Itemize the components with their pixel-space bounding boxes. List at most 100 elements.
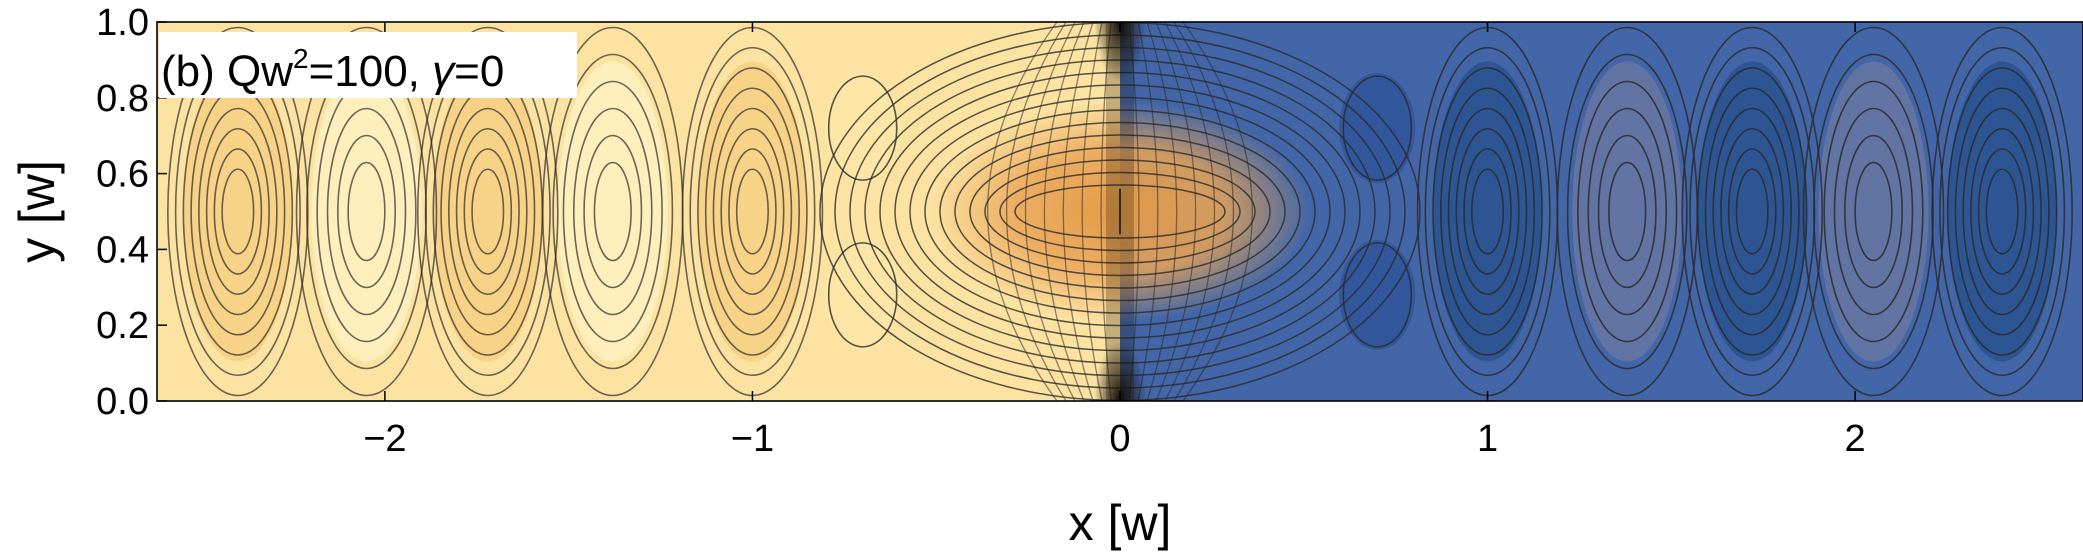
singular-point: [1094, 341, 1146, 401]
saddle-lobe-shade: [824, 239, 901, 350]
saddle-lobe-shade: [1339, 239, 1416, 350]
center-contour: [939, 121, 1301, 302]
annotation-prefix: (b) Qw: [161, 47, 293, 96]
contour-loop: [1946, 67, 2058, 356]
contour-loop: [1735, 168, 1769, 255]
contour-loop: [1440, 87, 1536, 336]
contour-loop: [337, 134, 396, 289]
contour-loop: [455, 127, 520, 296]
contour-loop: [1962, 107, 2042, 316]
singular-points: [1094, 22, 1146, 401]
contour-loop: [463, 148, 513, 275]
x-tick-label: 0: [1109, 418, 1130, 460]
near-singularity-contour: [1081, 22, 1103, 401]
near-singularity-contour: [1137, 22, 1159, 401]
center-contour: [909, 96, 1331, 327]
contour-loop: [1931, 26, 2073, 397]
contour-loop: [1566, 53, 1688, 370]
contour-loop: [221, 168, 255, 255]
contour-loop: [720, 127, 785, 296]
contour-loop: [689, 46, 816, 377]
x-axis-label: x [w]: [1069, 495, 1172, 551]
contour-loop: [712, 107, 793, 316]
near-singularity-contour: [1173, 22, 1234, 401]
y-tick-label: 0.4: [96, 229, 149, 271]
saddle-lobe-contour: [1342, 75, 1413, 181]
contour-loop: [448, 107, 528, 316]
y-tick-label: 0.0: [96, 381, 149, 423]
contour-loop: [1833, 107, 1914, 316]
panel-annotation-background: [159, 32, 577, 98]
contour-loop: [1727, 148, 1777, 275]
contour-loop: [1970, 127, 2035, 296]
contour-loop: [1577, 80, 1678, 343]
near-singularity-contour: [1146, 22, 1178, 401]
contour-loop: [417, 26, 559, 397]
contour-loop: [1720, 127, 1785, 296]
contour-loop: [1977, 148, 2027, 275]
contour-loop: [1608, 161, 1647, 262]
contour-loop: [213, 148, 263, 275]
annotation-symbol: γ: [432, 47, 457, 96]
contour-loop: [704, 87, 800, 336]
near-singularity-contour: [987, 22, 1058, 401]
near-singularity-contour: [1043, 22, 1085, 401]
contour-loop: [1424, 46, 1551, 377]
contour-loop: [728, 148, 777, 275]
center-contour: [969, 146, 1271, 277]
contour-loop: [1681, 26, 1823, 397]
center-contour: [954, 134, 1286, 289]
contour-loop: [1985, 168, 2019, 255]
contour-loop: [1854, 161, 1893, 262]
singular-line-shadow: [1106, 22, 1134, 401]
contour-loop: [1447, 107, 1528, 316]
contour-loop: [572, 107, 653, 316]
contour-lines: [167, 22, 2073, 401]
panel-annotation: (b) Qw2=100, γ=0: [159, 32, 577, 98]
contour-loop: [1471, 168, 1505, 255]
center-contour: [924, 109, 1316, 314]
saddle-lobe-contour: [827, 75, 898, 181]
y-tick-label: 1.0: [96, 2, 149, 44]
contour-loop: [697, 67, 808, 356]
x-tick-label: 2: [1845, 418, 1866, 460]
contour-loop: [1463, 148, 1512, 275]
contour-loop: [471, 168, 505, 255]
contour-loop: [205, 127, 270, 296]
near-singularity-contour: [1182, 22, 1253, 401]
contour-loop: [347, 161, 386, 262]
y-axis-ticks: 0.0 0.2 0.4 0.6 0.8 1.0: [96, 2, 167, 423]
x-tick-label: 1: [1477, 418, 1498, 460]
contour-loop: [1712, 107, 1792, 316]
contour-loop: [167, 26, 309, 397]
contour-loop: [1455, 127, 1520, 296]
center-contour: [999, 171, 1241, 252]
saddle-lobe-shade: [824, 73, 901, 184]
saddle-lobe-contour: [827, 242, 898, 348]
y-tick-label: 0.8: [96, 78, 149, 120]
singular-point: [1094, 22, 1146, 82]
contour-loop: [1704, 87, 1800, 336]
saddle-lobe-contour: [1342, 242, 1413, 348]
near-singularity-contour: [1164, 22, 1216, 401]
contour-loop: [593, 161, 632, 262]
annotation-superscript: 2: [293, 43, 309, 74]
y-tick-label: 0.2: [96, 305, 149, 347]
contour-loop: [1844, 134, 1903, 289]
contour-loop: [326, 107, 407, 316]
center-contour: [894, 84, 1346, 339]
x-axis-ticks: −2 −1 0 1 2: [363, 22, 1866, 460]
y-tick-label: 0.6: [96, 154, 149, 196]
contour-loop: [295, 26, 438, 397]
contour-loop: [198, 107, 278, 316]
near-singularity-contour: [1006, 22, 1067, 401]
contour-loop: [1813, 53, 1934, 370]
contour-loop: [1587, 107, 1668, 316]
x-tick-label: −1: [731, 418, 774, 460]
contour-loop: [1597, 134, 1657, 289]
saddle-lobe-shade: [1339, 73, 1416, 184]
panel-annotation-text: (b) Qw2=100, γ=0: [161, 43, 504, 96]
contour-loop: [1696, 67, 1808, 356]
annotation-suffix: =0: [454, 47, 504, 96]
